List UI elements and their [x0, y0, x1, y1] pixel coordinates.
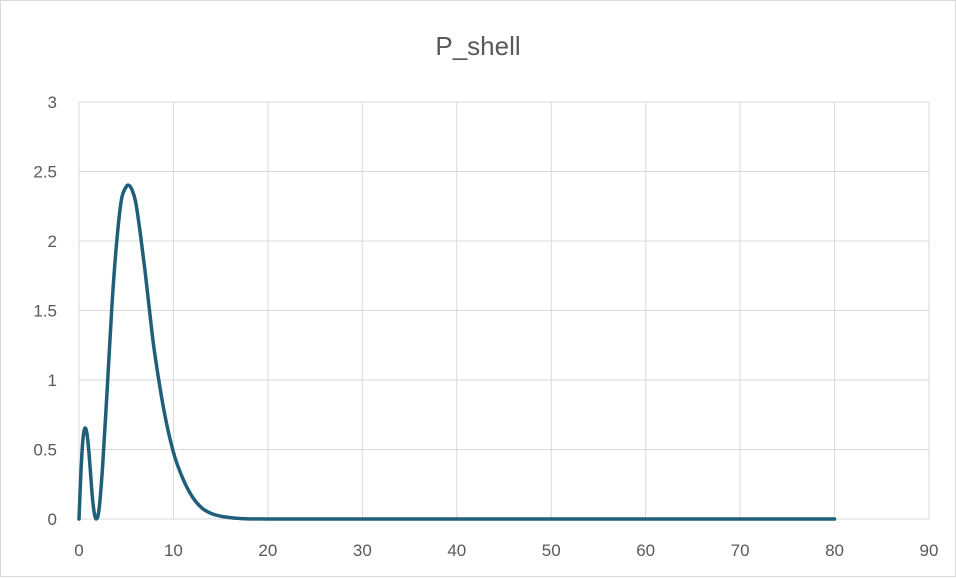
y-tick-label: 3 [48, 93, 57, 112]
x-tick-label: 30 [353, 541, 372, 560]
x-tick-label: 90 [920, 541, 939, 560]
y-tick-label: 2 [48, 232, 57, 251]
x-tick-label: 60 [636, 541, 655, 560]
chart-title: P_shell [435, 31, 521, 61]
x-tick-label: 0 [74, 541, 83, 560]
x-tick-label: 20 [258, 541, 277, 560]
y-tick-label: 2.5 [33, 163, 57, 182]
y-tick-label: 0.5 [33, 441, 57, 460]
x-tick-label: 10 [164, 541, 183, 560]
tick-layer: 00.511.522.530 10 20 30 40 50 60 70 80 90 [33, 93, 938, 560]
x-tick-label: 70 [731, 541, 750, 560]
x-tick-label: 80 [825, 541, 844, 560]
series-line [77, 183, 837, 521]
series-layer [77, 183, 837, 521]
grid-layer [78, 101, 930, 520]
x-tick-label: 40 [447, 541, 466, 560]
x-tick-label: 50 [542, 541, 561, 560]
y-tick-label: 1.5 [33, 302, 57, 321]
y-tick-label: 0 [48, 510, 57, 529]
y-tick-label: 1 [48, 371, 57, 390]
